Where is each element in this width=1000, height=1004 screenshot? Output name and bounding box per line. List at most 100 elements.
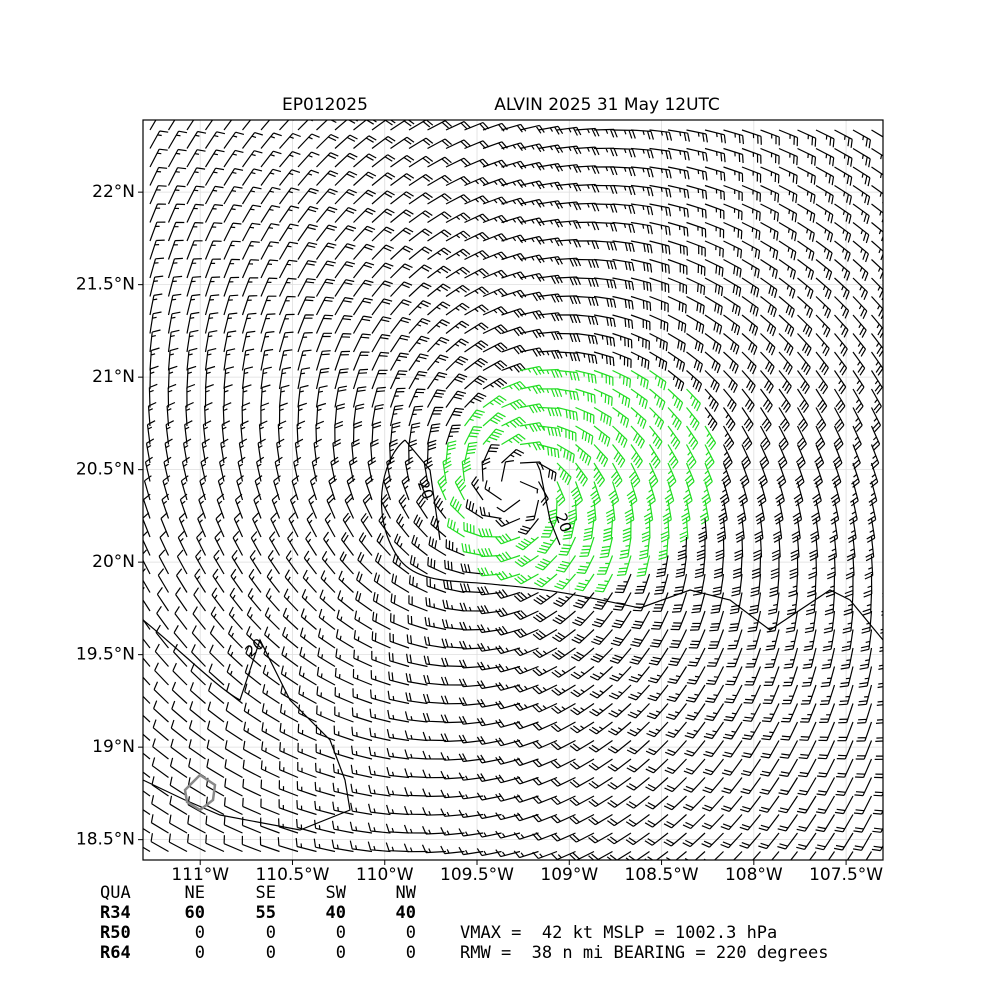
wind-barb (777, 444, 788, 470)
table-cell: 55 (256, 903, 276, 923)
wind-barb (334, 225, 357, 242)
wind-barb (278, 384, 290, 408)
wind-barb (464, 176, 490, 187)
wind-barb (799, 721, 817, 741)
wind-barb (168, 833, 188, 853)
wind-barb (454, 475, 467, 501)
wind-barb (352, 351, 370, 371)
wind-barb (471, 476, 484, 501)
wind-barb (778, 351, 793, 375)
wind-barb (552, 610, 576, 625)
wind-barb (836, 740, 854, 760)
wind-barb (857, 684, 873, 706)
wind-barb (303, 550, 317, 575)
wind-barb (532, 684, 558, 695)
wind-barb (703, 721, 724, 740)
wind-barb (828, 536, 837, 562)
wind-barb (186, 203, 204, 223)
wind-barb (644, 814, 669, 828)
wind-barb (337, 590, 354, 612)
wind-barb (284, 569, 299, 593)
wind-barb (571, 629, 595, 644)
wind-barb (612, 129, 636, 139)
wind-barb (686, 370, 703, 393)
wind-barb (780, 721, 799, 741)
wind-barb (796, 814, 817, 832)
wind-barb (870, 444, 880, 470)
wind-barb (513, 665, 539, 675)
wind-barb (495, 663, 521, 673)
wind-barb (187, 834, 206, 853)
wind-barb (649, 221, 671, 236)
wind-barb (208, 663, 225, 686)
wind-barb (648, 462, 659, 488)
wind-barb (645, 758, 669, 774)
wind-barb (423, 456, 434, 482)
wind-barb (815, 129, 835, 148)
wind-barb (698, 518, 708, 543)
wind-barb (684, 851, 706, 860)
wind-barb (723, 314, 741, 336)
wind-barb (353, 171, 377, 186)
wind-barb (857, 703, 873, 724)
wind-barb (797, 351, 811, 376)
wind-barb (243, 702, 262, 723)
wind-barb (162, 475, 171, 501)
wind-barb (575, 369, 597, 384)
wind-barb (354, 610, 373, 631)
wind-barb (445, 407, 464, 427)
wind-barb (482, 269, 508, 279)
wind-barb (778, 166, 798, 185)
wind-barb (348, 456, 358, 482)
wind-barb (260, 150, 282, 168)
wind-barb (704, 703, 725, 722)
wind-barb (815, 222, 834, 243)
wind-barb (186, 276, 202, 297)
wind-barb (187, 777, 206, 797)
wind-barb (759, 407, 772, 432)
wind-barb (405, 673, 428, 686)
wind-barb (298, 685, 317, 705)
wind-barb (339, 551, 354, 575)
wind-barb (593, 351, 615, 367)
wind-barb (778, 184, 798, 204)
wind-barb (589, 666, 613, 681)
wind-barb (740, 795, 761, 813)
wind-barb (679, 518, 689, 543)
wind-barb (316, 152, 339, 168)
wind-barb (667, 314, 687, 333)
wind-barb (556, 462, 572, 486)
wind-barb (153, 681, 169, 704)
table-header: QUA (100, 883, 131, 903)
wind-barb (482, 324, 508, 335)
wind-barb (513, 684, 539, 693)
wind-barb (832, 444, 843, 470)
wind-barb (334, 297, 354, 316)
wind-barb (425, 597, 447, 612)
wind-barb (476, 661, 502, 671)
wind-barb (353, 189, 376, 205)
wind-barb (390, 155, 415, 168)
wind-barb (204, 185, 224, 205)
y-tick-label: 20.5°N (76, 460, 135, 480)
wind-barb (209, 644, 225, 667)
wind-barb (583, 518, 595, 541)
wind-barb (188, 739, 206, 760)
wind-barb (181, 456, 190, 482)
wind-barb (760, 314, 777, 337)
wind-barb (778, 777, 799, 796)
wind-barb (389, 404, 404, 427)
wind-barb (408, 335, 430, 353)
wind-barb (593, 462, 606, 488)
wind-barb (636, 555, 651, 577)
wind-barb (227, 644, 243, 667)
wind-barb (630, 407, 647, 429)
wind-barb (386, 747, 410, 760)
wind-barb (722, 851, 743, 860)
wind-barb (167, 347, 179, 371)
wind-barb (223, 797, 243, 816)
wind-barb (369, 727, 391, 742)
wind-barb (751, 555, 762, 579)
wind-barb (317, 628, 336, 649)
wind-barb (260, 223, 280, 242)
